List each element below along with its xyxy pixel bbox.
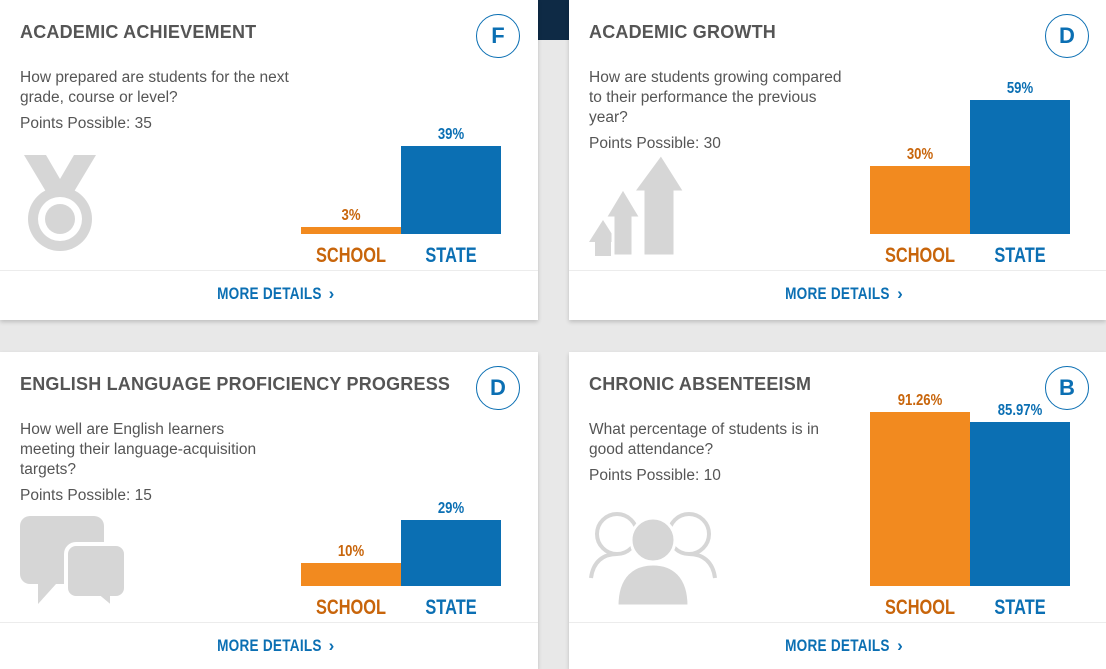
points-possible: Points Possible: 15 xyxy=(20,487,152,504)
value-label-state: 85.97% xyxy=(997,402,1043,419)
category-label-school: SCHOOL xyxy=(315,596,387,619)
category-label-school: SCHOOL xyxy=(884,244,956,267)
bar-chart: 30% 59% SCHOOL STATE xyxy=(870,0,1071,270)
category-label-school: SCHOOL xyxy=(315,244,387,267)
more-details-label[interactable]: MORE DETAILS xyxy=(785,636,890,655)
people-icon xyxy=(589,506,717,611)
category-label-school: SCHOOL xyxy=(884,596,956,619)
category-label-state: STATE xyxy=(425,244,477,267)
more-details-label[interactable]: MORE DETAILS xyxy=(785,284,890,303)
grade-badge: F xyxy=(476,14,520,58)
card-question: What percentage of students is in good a… xyxy=(589,421,820,458)
bar-state xyxy=(401,520,501,586)
more-details-label[interactable]: MORE DETAILS xyxy=(216,636,322,655)
grade-badge: B xyxy=(1045,366,1089,410)
grade-badge: D xyxy=(1045,14,1089,58)
grade-badge: D xyxy=(476,366,520,410)
growth-arrows-icon xyxy=(589,151,689,261)
bar-state xyxy=(401,146,501,234)
category-label-state: STATE xyxy=(425,596,477,619)
category-label-state: STATE xyxy=(994,244,1046,267)
chevron-right-icon[interactable]: › xyxy=(328,284,335,303)
card-title: ACADEMIC ACHIEVEMENT xyxy=(20,22,257,42)
value-label-school: 30% xyxy=(906,146,934,163)
card-chronic-absenteeism: CHRONIC ABSENTEEISM B What percentage of… xyxy=(569,352,1106,669)
bar-school xyxy=(301,227,401,234)
card-academic-achievement: ACADEMIC ACHIEVEMENT F How prepared are … xyxy=(0,0,538,320)
value-label-school: 3% xyxy=(341,207,361,224)
divider xyxy=(0,270,538,271)
divider xyxy=(0,622,538,623)
card-title: ENGLISH LANGUAGE PROFICIENCY PROGRESS xyxy=(20,374,451,394)
points-possible: Points Possible: 35 xyxy=(20,115,152,132)
value-label-school: 91.26% xyxy=(897,392,943,409)
points-possible: Points Possible: 30 xyxy=(589,135,721,152)
more-details-link[interactable]: MORE DETAILS › xyxy=(569,636,1106,656)
chat-bubbles-icon xyxy=(20,516,128,613)
bar-school xyxy=(301,563,401,586)
bar-school xyxy=(870,166,970,234)
chevron-right-icon[interactable]: › xyxy=(897,284,903,303)
divider xyxy=(569,270,1106,271)
card-question: How prepared are students for the next g… xyxy=(20,69,289,106)
value-label-state: 39% xyxy=(437,126,465,143)
points-possible: Points Possible: 10 xyxy=(589,467,721,484)
more-details-link[interactable]: MORE DETAILS › xyxy=(0,636,538,656)
more-details-label[interactable]: MORE DETAILS xyxy=(216,284,322,303)
card-question: How are students growing compared to the… xyxy=(589,69,842,126)
medal-icon xyxy=(24,155,96,260)
bar-chart: 10% 29% SCHOOL STATE xyxy=(301,352,502,622)
bar-state xyxy=(970,100,1070,234)
chevron-right-icon[interactable]: › xyxy=(328,636,335,655)
divider xyxy=(569,622,1106,623)
more-details-link[interactable]: MORE DETAILS › xyxy=(569,284,1106,304)
value-label-state: 29% xyxy=(437,500,465,517)
top-strip xyxy=(538,0,569,40)
chevron-right-icon[interactable]: › xyxy=(897,636,903,655)
card-academic-growth: ACADEMIC GROWTH D How are students growi… xyxy=(569,0,1106,320)
card-question: How well are English learners meeting th… xyxy=(20,421,257,478)
card-english-language-proficiency: ENGLISH LANGUAGE PROFICIENCY PROGRESS D … xyxy=(0,352,538,669)
card-title: ACADEMIC GROWTH xyxy=(589,22,776,42)
more-details-link[interactable]: MORE DETAILS › xyxy=(0,284,538,304)
bar-school xyxy=(870,412,970,586)
value-label-state: 59% xyxy=(1006,80,1034,97)
bar-chart: 3% 39% SCHOOL STATE xyxy=(301,0,502,270)
category-label-state: STATE xyxy=(994,596,1046,619)
value-label-school: 10% xyxy=(337,543,365,560)
card-title: CHRONIC ABSENTEEISM xyxy=(589,374,812,394)
bar-chart: 91.26% 85.97% SCHOOL STATE xyxy=(870,352,1071,622)
bar-state xyxy=(970,422,1070,586)
